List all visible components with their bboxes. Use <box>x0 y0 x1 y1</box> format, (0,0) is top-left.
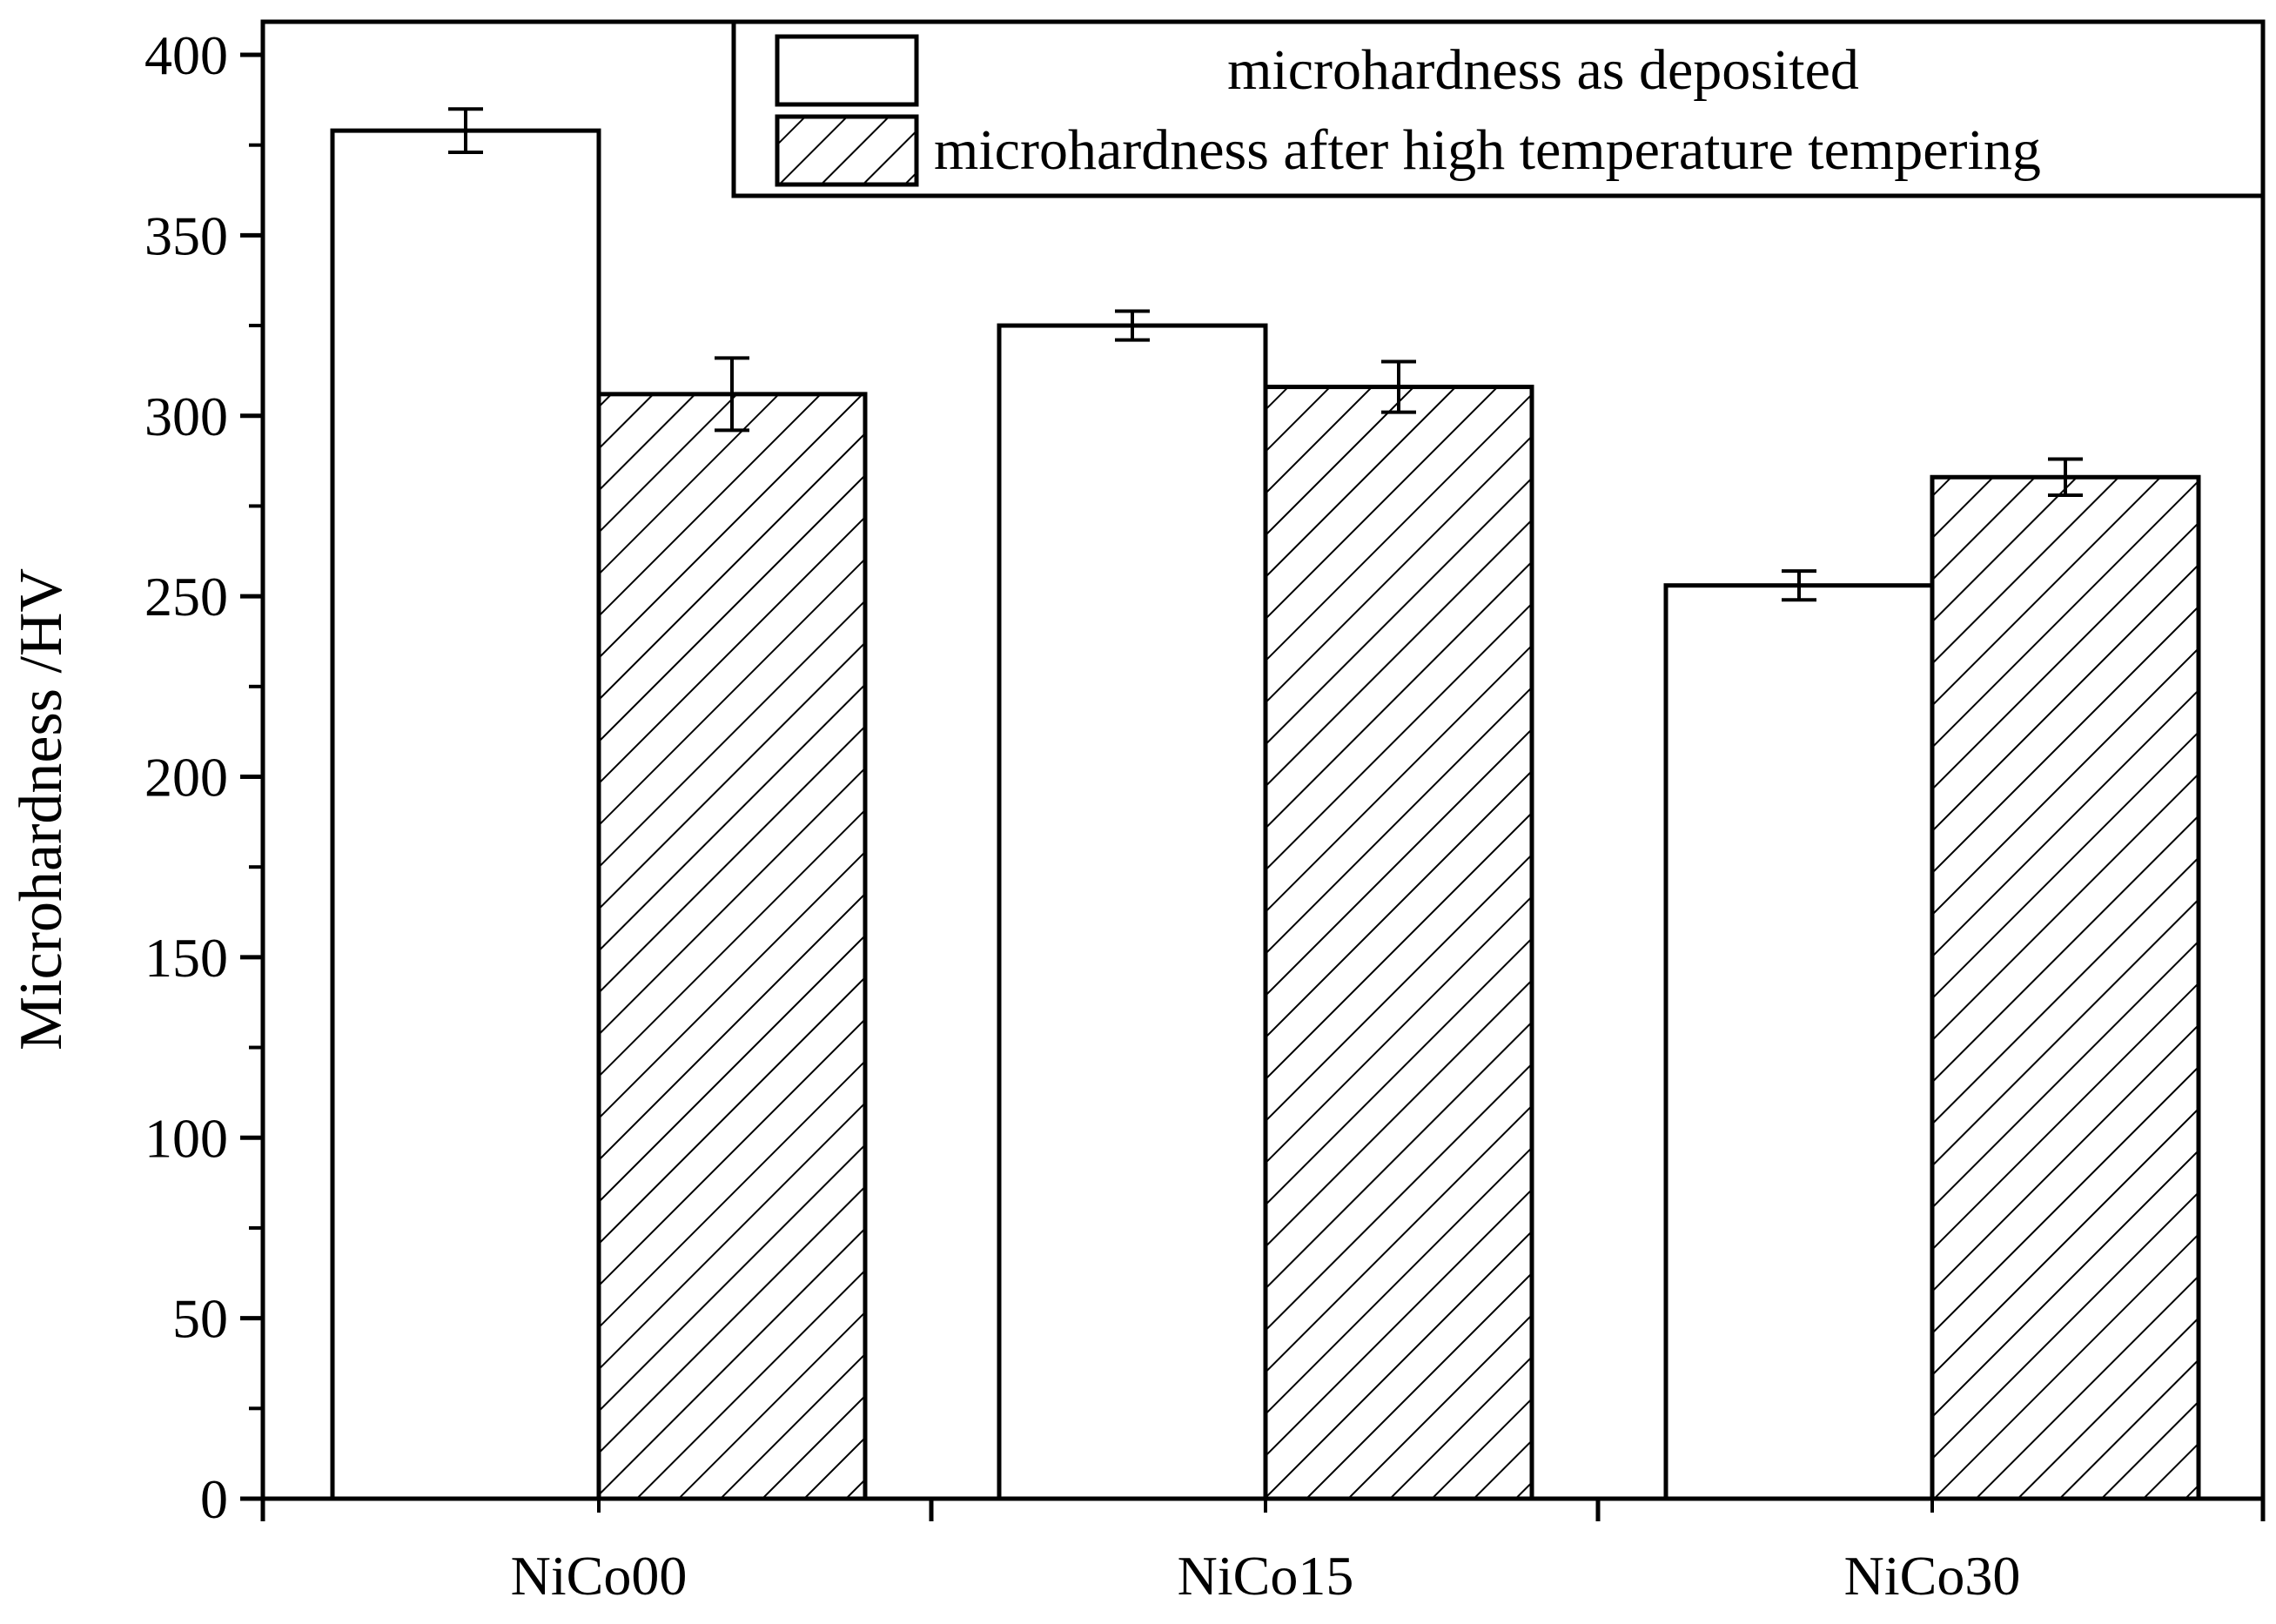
bar-NiCo00-series-1 <box>330 128 601 1501</box>
y-axis: 0 50 100 150 200 250 300 350 400 <box>144 24 263 1530</box>
legend: microhardness as deposited microhardness … <box>731 19 2266 198</box>
y-axis-label: Microhardness /HV <box>8 568 75 1050</box>
error-bar-NiCo00-series-1 <box>448 107 483 154</box>
y-tick-label: 150 <box>144 927 228 989</box>
error-bars <box>448 107 2083 602</box>
x-axis: NiCo00 NiCo15 NiCo30 <box>260 1499 2266 1607</box>
y-tick-label: 0 <box>200 1468 228 1530</box>
bars <box>330 128 2201 1501</box>
y-tick-label: 100 <box>144 1107 228 1169</box>
error-bar-NiCo30-series-2 <box>2048 457 2083 497</box>
error-bar-NiCo15-series-2 <box>1381 359 1416 414</box>
y-tick-label: 50 <box>172 1288 228 1350</box>
legend-label-1: microhardness as deposited <box>1227 38 1859 102</box>
legend-swatch-2 <box>775 114 919 187</box>
y-tick-label: 400 <box>144 24 228 86</box>
error-bar-NiCo30-series-1 <box>1782 569 1816 602</box>
y-tick-label: 300 <box>144 386 228 447</box>
error-bar-NiCo15-series-1 <box>1115 309 1150 342</box>
y-tick-label: 350 <box>144 205 228 266</box>
y-tick-label: 200 <box>144 747 228 809</box>
error-bar-NiCo00-series-2 <box>715 356 749 433</box>
bar-NiCo30-series-1 <box>1663 583 1935 1501</box>
bar-NiCo15-series-2 <box>1263 385 1534 1501</box>
legend-swatch-1 <box>775 34 919 107</box>
bar-NiCo00-series-2 <box>596 392 868 1501</box>
x-tick-label: NiCo15 <box>1178 1545 1354 1607</box>
bar-NiCo30-series-2 <box>1930 474 2201 1501</box>
bar-NiCo15-series-1 <box>997 323 1268 1501</box>
legend-label-2: microhardness after high temperature tem… <box>934 118 2041 182</box>
y-tick-label: 250 <box>144 566 228 627</box>
x-tick-label: NiCo00 <box>511 1545 688 1607</box>
x-tick-label: NiCo30 <box>1844 1545 2021 1607</box>
legend-box <box>731 19 2266 198</box>
